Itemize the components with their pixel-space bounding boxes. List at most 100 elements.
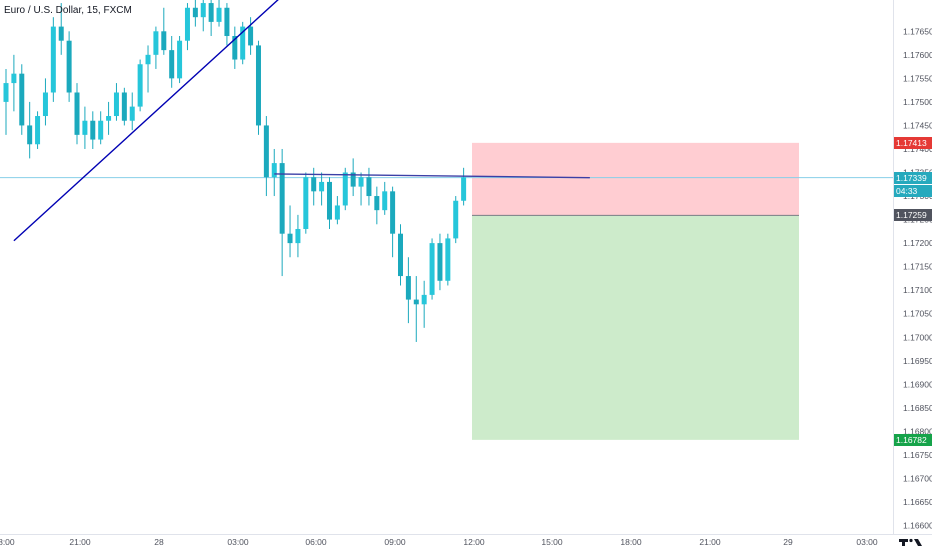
time-axis-tick: 21:00 (69, 537, 91, 547)
candle (161, 7, 167, 55)
candle-body (184, 7, 190, 41)
price-axis-tick: 1.16750 (903, 450, 932, 460)
candle (461, 167, 467, 206)
candle-body (334, 205, 340, 220)
candle-body (42, 92, 48, 117)
price-axis[interactable]: 1.17650 1.17600 1.17550 1.17500 1.17450 1.174… (903, 26, 932, 530)
time-axis-tick: 18:00 (0, 537, 15, 547)
current-price-label: 1.17339 (894, 171, 932, 184)
candle (137, 59, 143, 112)
candle (50, 17, 56, 102)
target-price-label: 1.16782 (894, 433, 932, 446)
candle (35, 111, 41, 149)
time-axis-tick: 03:00 (856, 537, 878, 547)
candle (453, 196, 459, 244)
candle (82, 106, 88, 149)
candle (390, 186, 396, 258)
candle-body (192, 7, 198, 18)
candle-body (255, 45, 261, 126)
bar-countdown-label: 04:33 (894, 184, 932, 197)
candle-body (311, 177, 317, 192)
candle-body (421, 294, 427, 305)
price-axis-tick: 1.17150 (903, 262, 932, 272)
candle-body (82, 120, 88, 135)
candle (200, 0, 206, 32)
candle (224, 3, 230, 46)
stop-price-label: 1.17413 (894, 136, 932, 149)
candle (334, 196, 340, 225)
candle-body (453, 200, 459, 239)
candle (319, 172, 325, 206)
candle-body (326, 181, 332, 220)
candle (106, 101, 112, 135)
price-axis-tick: 1.17000 (903, 332, 932, 342)
price-axis-tick: 1.16700 (903, 473, 932, 483)
candle-body (27, 125, 33, 145)
time-axis-tick: 09:00 (384, 537, 406, 547)
candle-body (232, 36, 238, 60)
candle (98, 111, 104, 145)
candle (27, 101, 33, 159)
time-axis[interactable]: 18:00 21:00 28 03:00 06:00 09:00 12:00 15:00 18:… (0, 537, 878, 547)
candle (445, 233, 451, 286)
time-axis-tick: 18:00 (620, 537, 642, 547)
candle (121, 87, 127, 126)
candle (303, 172, 309, 234)
candle (429, 238, 435, 300)
price-axis-tick: 1.17200 (903, 238, 932, 248)
candle (279, 148, 285, 277)
time-axis-tick: 28 (154, 537, 164, 547)
drawing-tools[interactable] (13, 0, 590, 242)
candle (58, 3, 64, 55)
candle (19, 64, 25, 135)
price-axis-tick: 1.16650 (903, 497, 932, 507)
price-axis-tick: 1.17450 (903, 120, 932, 130)
candle (326, 177, 332, 229)
candle-body (295, 228, 301, 244)
candle (350, 158, 356, 197)
candle-body (240, 26, 246, 60)
candle (398, 224, 403, 286)
candle (263, 116, 269, 197)
candle (216, 0, 222, 27)
candle-body (177, 40, 183, 79)
candle (113, 83, 119, 121)
trend-line[interactable] (13, 0, 282, 242)
candle (74, 83, 80, 145)
candle-body (263, 125, 269, 178)
candle-body (35, 116, 41, 145)
candle-body (398, 233, 403, 277)
candle-body (366, 177, 372, 197)
candle (3, 68, 9, 135)
candle-body (200, 3, 206, 18)
candle (421, 280, 427, 328)
resistance-line[interactable] (274, 173, 590, 179)
candle (413, 276, 419, 342)
candle (192, 0, 198, 27)
candle (90, 111, 96, 149)
candle-body (66, 40, 72, 93)
candle (169, 36, 175, 88)
candle (42, 78, 48, 126)
tradingview-logo-icon[interactable] (898, 537, 926, 547)
candle-body (153, 31, 159, 55)
price-axis-tick: 1.17050 (903, 309, 932, 319)
price-axis-tick: 1.17650 (903, 26, 932, 36)
candle-body (390, 191, 396, 234)
time-axis-tick: 12:00 (463, 537, 485, 547)
candle-body (169, 50, 175, 79)
candle (153, 26, 159, 69)
take-profit-zone[interactable] (472, 215, 799, 440)
candle (271, 148, 277, 197)
candlestick-series (3, 0, 467, 342)
candle-body (445, 238, 451, 281)
stop-loss-zone[interactable] (472, 142, 799, 216)
position-zones[interactable] (472, 142, 799, 440)
candle-body (350, 172, 356, 187)
candle (145, 45, 151, 93)
price-axis-tick: 1.16850 (903, 403, 932, 413)
price-axis-tick: 1.16950 (903, 356, 932, 366)
time-axis-tick: 06:00 (305, 537, 327, 547)
candle-body (319, 181, 325, 192)
